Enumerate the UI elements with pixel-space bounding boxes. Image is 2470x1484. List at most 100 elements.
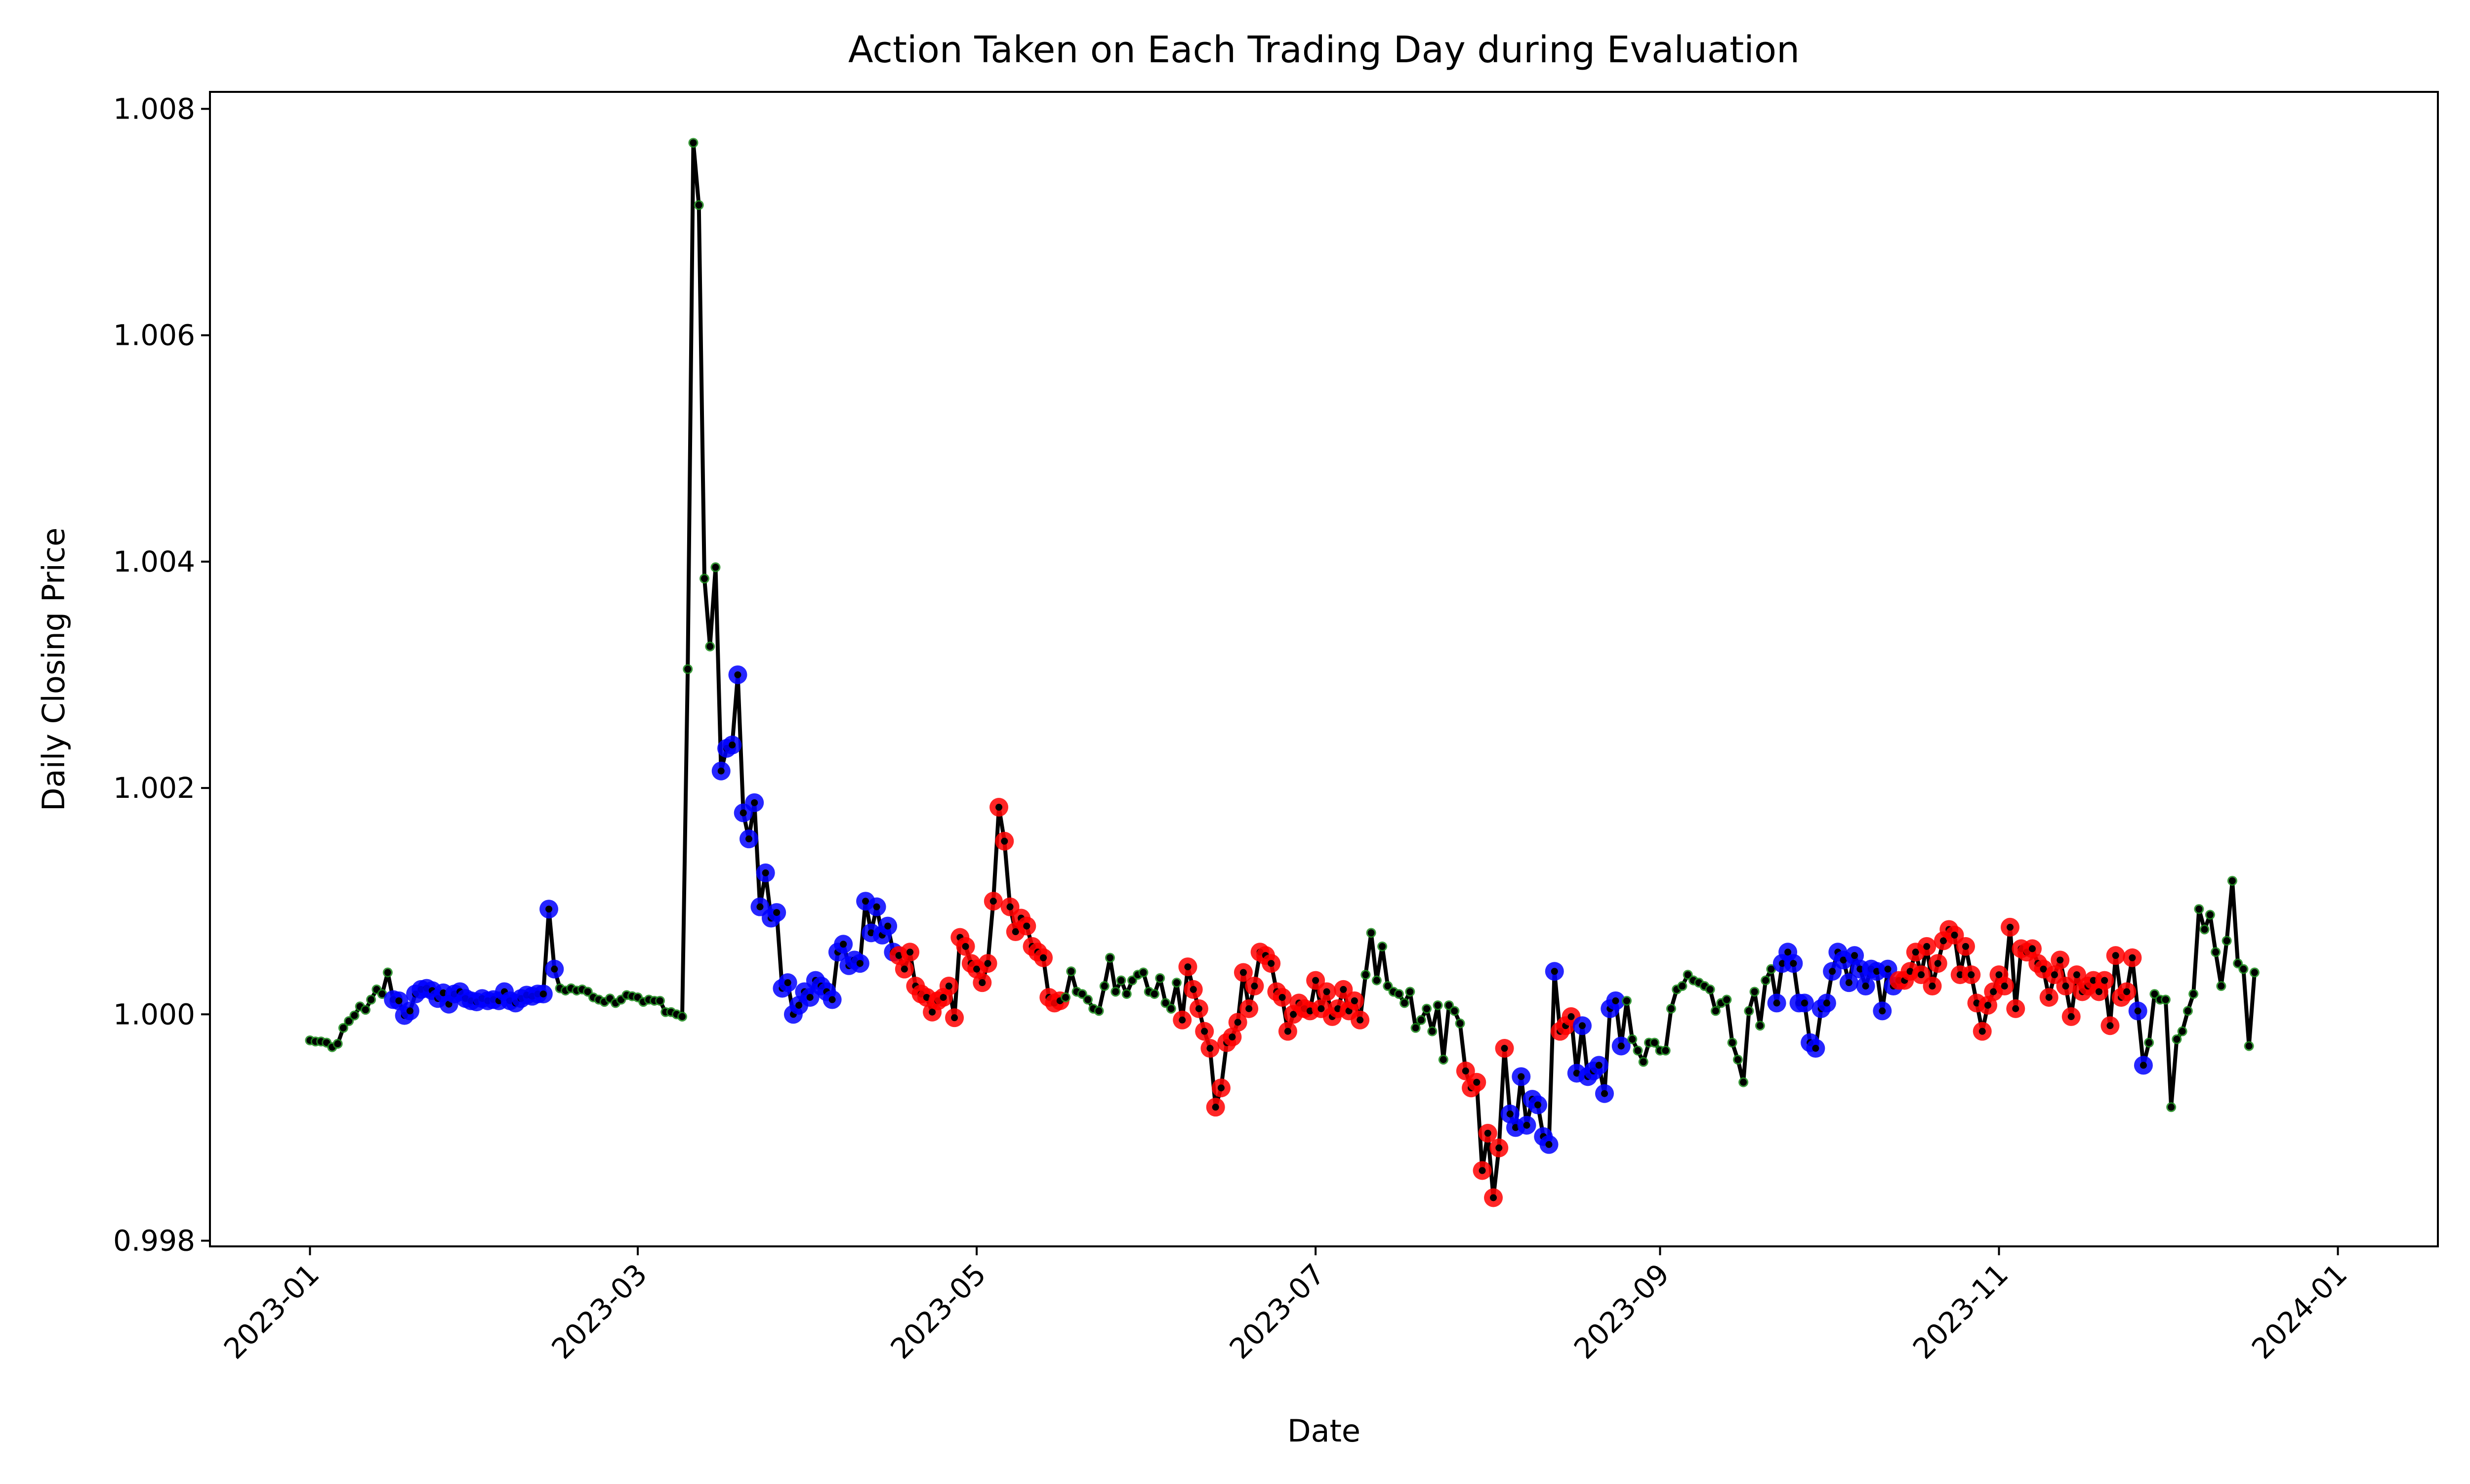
price-point (690, 139, 697, 147)
price-point (2251, 969, 2258, 976)
price-point (2201, 926, 2208, 933)
price-point (440, 989, 447, 996)
price-point (1640, 1058, 1647, 1066)
price-point (2101, 977, 2108, 984)
price-point (684, 665, 692, 673)
price-point (784, 979, 791, 987)
price-point (862, 898, 869, 905)
price-point (1662, 1047, 1669, 1054)
price-point (1484, 1129, 1491, 1137)
y-tick-label: 0.998 (113, 1224, 195, 1258)
price-point (1406, 988, 1414, 995)
price-point (1951, 931, 1958, 939)
price-point (1634, 1047, 1642, 1054)
price-point (1001, 837, 1008, 845)
y-tick-label: 1.006 (113, 319, 195, 352)
price-point (2057, 956, 2064, 964)
price-point (1518, 1073, 1525, 1080)
price-point (1440, 1056, 1447, 1063)
price-point (945, 983, 952, 990)
price-point (1934, 960, 1941, 967)
price-point (1101, 983, 1108, 990)
price-point (856, 960, 864, 967)
price-point (1306, 1007, 1314, 1015)
price-point (2168, 1104, 2175, 1111)
price-point (2123, 988, 2131, 995)
price-point (901, 965, 908, 973)
price-point (984, 960, 991, 967)
price-point (1706, 986, 1714, 993)
price-point (378, 990, 386, 998)
price-point (1417, 1016, 1425, 1024)
price-point (1167, 1005, 1175, 1012)
price-point (1790, 960, 1797, 967)
price-point (1768, 965, 1775, 973)
price-point (712, 564, 719, 571)
price-point (923, 993, 930, 1001)
price-point (1434, 1001, 1441, 1009)
price-point (1751, 988, 1758, 995)
chart-title: Action Taken on Each Trading Day during … (848, 29, 1800, 71)
price-point (2190, 990, 2197, 998)
price-point (1773, 999, 1780, 1007)
y-tick-label: 1.004 (113, 545, 195, 578)
price-point (1629, 1035, 1636, 1043)
price-point (1651, 1039, 1658, 1046)
price-point (368, 996, 375, 1003)
price-point (1462, 1067, 1469, 1074)
price-point (1451, 1007, 1458, 1015)
price-point (1190, 986, 1197, 993)
price-point (1234, 1019, 1241, 1026)
price-point (1112, 988, 1119, 995)
price-point (1667, 1005, 1675, 1012)
price-point (2162, 996, 2169, 1003)
price-point (806, 993, 814, 1001)
price-point (1323, 988, 1330, 995)
price-point (745, 835, 752, 843)
price-point (2006, 923, 2014, 931)
price-point (1006, 903, 1014, 910)
price-point (1384, 983, 1392, 990)
price-point (756, 903, 764, 910)
price-point (1490, 1194, 1497, 1201)
price-point (1595, 1062, 1603, 1069)
price-point (539, 990, 547, 998)
price-point (1395, 990, 1402, 998)
price-point (1723, 996, 1730, 1003)
price-point (873, 903, 880, 910)
price-point (2045, 993, 2053, 1001)
price-point (1823, 999, 1830, 1007)
price-point (1906, 968, 1914, 975)
price-point (1929, 983, 1936, 990)
price-point (2218, 983, 2225, 990)
price-point (1862, 983, 1869, 990)
price-point (1128, 977, 1136, 984)
price-point (1284, 1028, 1291, 1035)
price-point (1845, 979, 1852, 987)
price-point (1312, 977, 1319, 984)
price-point (395, 997, 403, 1004)
price-point (1379, 943, 1386, 950)
price-point (1623, 997, 1630, 1004)
price-point (1918, 971, 1925, 979)
price-point (840, 941, 847, 948)
price-point (1062, 993, 1070, 1001)
price-point (545, 906, 553, 913)
price-point (2051, 971, 2058, 979)
price-point (2001, 983, 2008, 990)
price-point (1601, 1090, 1608, 1097)
price-point (1195, 1005, 1202, 1012)
price-point (700, 575, 708, 582)
price-point (1367, 929, 1375, 937)
price-point (1068, 968, 1075, 975)
price-point (2012, 1005, 2019, 1012)
price-point (1373, 977, 1380, 984)
price-point (1201, 1028, 1208, 1035)
y-tick-label: 1.000 (113, 997, 195, 1031)
price-point (1362, 971, 1369, 979)
price-point (2173, 1035, 2181, 1043)
price-point (734, 671, 741, 678)
price-point (1123, 990, 1130, 998)
price-point (1551, 968, 1558, 975)
